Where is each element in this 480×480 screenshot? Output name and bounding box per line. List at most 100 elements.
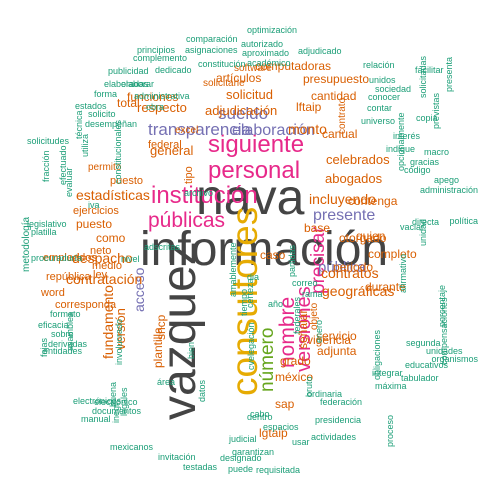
cloud-word: puesto bbox=[76, 217, 113, 231]
cloud-word: bruto bbox=[304, 376, 314, 397]
cloud-word: estados bbox=[75, 101, 107, 111]
cloud-word: procuraduría bbox=[31, 253, 83, 263]
cloud-word: adjunta bbox=[317, 344, 357, 358]
cloud-word: política bbox=[449, 216, 478, 226]
cloud-word: nava bbox=[196, 169, 305, 225]
cloud-word: obra bbox=[146, 102, 165, 112]
cloud-word: amablemente bbox=[228, 242, 238, 297]
cloud-word: computadoras bbox=[255, 59, 332, 73]
cloud-word: bien bbox=[186, 341, 196, 359]
cloud-word: asamblea bbox=[65, 311, 75, 351]
cloud-word: contratos bbox=[321, 265, 379, 281]
cloud-word: federación bbox=[320, 397, 363, 407]
cloud-word: monto bbox=[288, 121, 327, 137]
cloud-word: ordinaria bbox=[307, 389, 343, 399]
cloud-word: legales bbox=[119, 387, 129, 416]
cloud-word: testadas bbox=[183, 462, 218, 472]
cloud-word: evaluar bbox=[64, 167, 74, 197]
cloud-word: unidos bbox=[369, 75, 396, 85]
cloud-word: durante bbox=[365, 280, 406, 294]
cloud-word: canual bbox=[322, 127, 358, 141]
cloud-word: académico bbox=[247, 58, 291, 68]
cloud-word: excel bbox=[175, 125, 199, 136]
cloud-word: actividades bbox=[311, 432, 357, 442]
cloud-word: adjudicado bbox=[298, 46, 342, 56]
cloud-word: ejercicios bbox=[73, 205, 119, 217]
cloud-word: sociedad bbox=[375, 84, 412, 94]
cloud-word: involucrado bbox=[114, 318, 124, 365]
cloud-word: méxico bbox=[275, 370, 314, 384]
cloud-word: medio bbox=[92, 260, 122, 272]
cloud-word: principios bbox=[137, 45, 176, 55]
cloud-word: utiliza bbox=[80, 133, 90, 157]
cloud-word: apego bbox=[434, 175, 460, 185]
cloud-word: gracias bbox=[410, 157, 440, 167]
cloud-word: directa bbox=[412, 217, 440, 227]
cloud-word: organismos bbox=[431, 354, 478, 364]
cloud-word: máxima bbox=[375, 381, 407, 391]
cloud-word: abogados bbox=[325, 171, 383, 186]
cloud-word: públicas bbox=[148, 209, 226, 232]
cloud-word: tabulador bbox=[401, 373, 439, 383]
cloud-word: previstas bbox=[431, 92, 441, 129]
cloud-word: enero bbox=[314, 319, 324, 343]
cloud-word: solicito bbox=[88, 109, 116, 119]
cloud-word: transparencia bbox=[148, 120, 252, 139]
cloud-word: puede bbox=[228, 464, 254, 474]
cloud-word: cvelegación bbox=[246, 322, 256, 370]
cloud-word: presupuesto bbox=[303, 72, 370, 86]
cloud-word: asignaciones bbox=[185, 45, 238, 55]
cloud-word: celebrados bbox=[326, 152, 390, 167]
cloud-word: administración bbox=[419, 185, 478, 195]
cloud-word: contrato bbox=[337, 97, 348, 134]
cloud-word: facilitar bbox=[415, 65, 444, 75]
cloud-word: dentro bbox=[247, 412, 273, 422]
cloud-word: pública bbox=[318, 259, 366, 276]
cloud-word: aproximado bbox=[242, 48, 290, 58]
cloud-word: software bbox=[234, 63, 272, 74]
cloud-word: espacios bbox=[263, 422, 299, 432]
cloud-word: respecto bbox=[137, 100, 187, 115]
cloud-word: presente bbox=[313, 207, 376, 224]
cloud-word: vaciar bbox=[400, 222, 425, 232]
cloud-word: presidencia bbox=[315, 415, 362, 425]
cloud-word: empleados bbox=[43, 252, 97, 264]
cloud-word: word bbox=[41, 287, 65, 299]
cloud-word: total bbox=[117, 96, 140, 110]
cloud-word: periodo bbox=[333, 260, 374, 274]
cloud-word: archivo bbox=[184, 188, 214, 198]
cloud-word: solicitud bbox=[226, 87, 273, 102]
cloud-word: adjudicación bbox=[205, 103, 278, 118]
cloud-word: metodología bbox=[21, 216, 32, 272]
cloud-word: federales bbox=[292, 296, 302, 334]
cloud-word: eficacia bbox=[38, 320, 69, 330]
cloud-word: datos bbox=[197, 379, 207, 402]
cloud-word: universo bbox=[361, 116, 396, 126]
cloud-word: requisitada bbox=[256, 465, 301, 475]
cloud-word: lftaip bbox=[296, 100, 322, 114]
cloud-word: constitucionales bbox=[113, 119, 123, 184]
cloud-word: indique bbox=[386, 144, 416, 154]
cloud-word: copia bbox=[416, 113, 438, 123]
cloud-word: permito bbox=[88, 162, 122, 173]
cloud-word: optimización bbox=[247, 25, 298, 35]
cloud-word: entidades bbox=[43, 346, 83, 356]
cloud-word: proceso bbox=[385, 414, 395, 447]
cloud-word: complemento bbox=[133, 53, 188, 63]
cloud-word: sobre bbox=[51, 329, 74, 339]
cloud-word: segunda bbox=[406, 338, 441, 348]
cloud-word: adscritas bbox=[144, 242, 181, 252]
cloud-word: inegi bbox=[111, 403, 121, 423]
cloud-word: solicitarle bbox=[203, 78, 245, 89]
cloud-word: completo bbox=[368, 247, 417, 261]
cloud-word: nivel bbox=[121, 254, 140, 264]
cloud-word: geográficas bbox=[322, 283, 395, 299]
cloud-word: desempeñan bbox=[85, 119, 138, 129]
cloud-word: elaboración bbox=[232, 122, 315, 139]
cloud-word: garantizan bbox=[232, 447, 275, 457]
cloud-word: solicitudes bbox=[27, 136, 70, 146]
cloud-word: afirmativo bbox=[398, 253, 408, 293]
cloud-word: usar bbox=[292, 437, 310, 447]
cloud-word: iva bbox=[88, 200, 100, 210]
